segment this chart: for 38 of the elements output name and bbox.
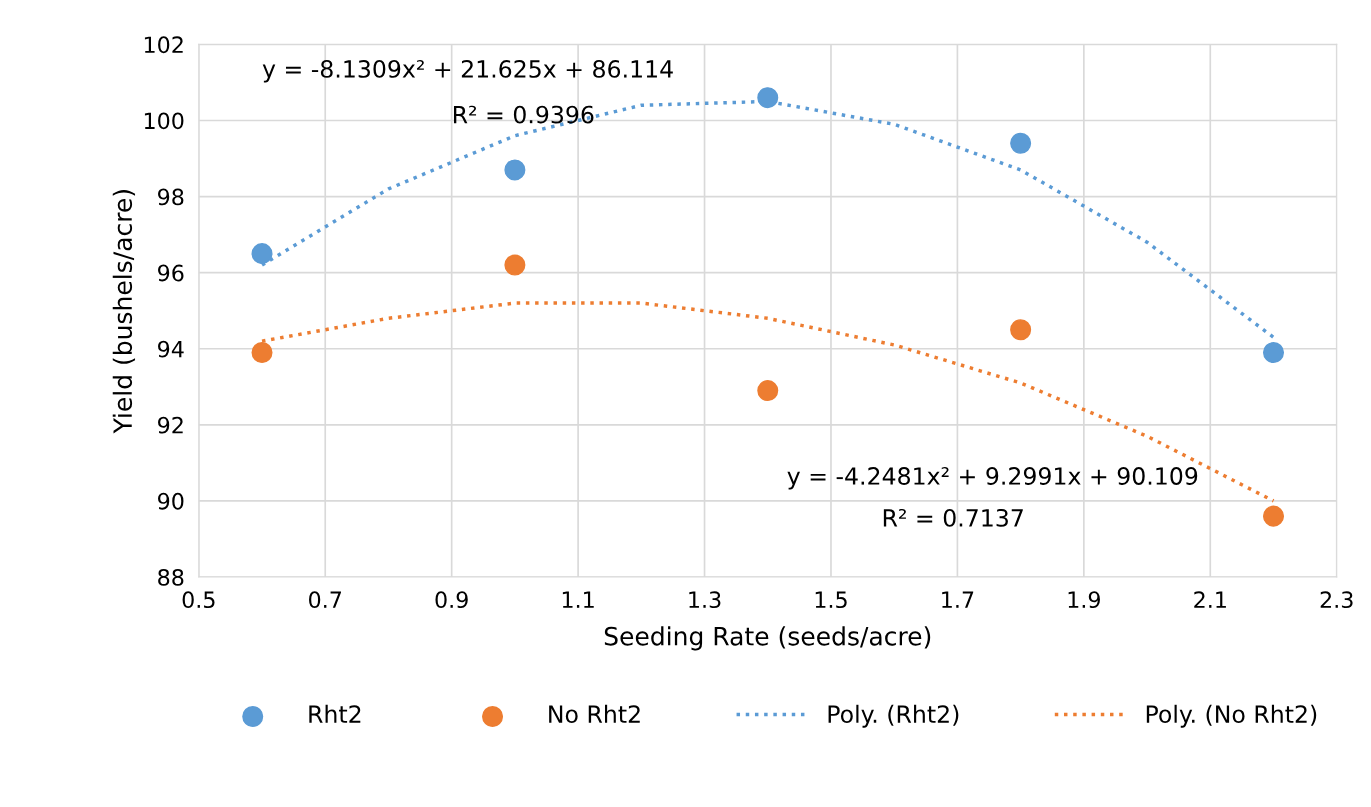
- x-tick-label: 1.3: [689, 591, 721, 609]
- annotation: y = -8.1309x² + 21.625x + 86.114: [262, 60, 673, 83]
- x-tick-label: 0.9: [435, 591, 468, 609]
- y-tick-label: 98: [158, 188, 184, 206]
- y-tick-label: 100: [144, 112, 184, 130]
- point: [251, 342, 273, 364]
- x-tick-label: 2.1: [1194, 591, 1226, 608]
- legend-label: Poly. (Rht2): [828, 704, 959, 728]
- y-tick-label: 102: [144, 36, 183, 54]
- y-tick-label: 88: [158, 568, 184, 586]
- x-tick-label: 1.7: [942, 591, 974, 608]
- point: [1262, 505, 1285, 527]
- annotation: R² = 0.9396: [453, 105, 594, 124]
- point: [757, 380, 779, 402]
- y-tick-label: 94: [158, 340, 184, 358]
- y-tick-label: 92: [158, 416, 183, 434]
- y-tick-label: 90: [158, 492, 184, 510]
- x-tick-label: 2.3: [1320, 591, 1353, 609]
- x-axis-title: Seeding Rate (seeds/acre): [604, 626, 931, 651]
- point: [504, 254, 526, 276]
- point: [1262, 342, 1285, 364]
- point: [1010, 319, 1032, 341]
- legend-label: Poly. (No Rht2): [1146, 704, 1317, 728]
- x-tick-label: 1.5: [815, 591, 847, 609]
- legend-label: Rht2: [309, 704, 361, 723]
- point: [1010, 132, 1032, 154]
- annotation: y = -4.2481x² + 9.2991x + 90.109: [787, 467, 1198, 490]
- legend-label: No Rht2: [549, 704, 640, 724]
- point: [504, 159, 526, 181]
- annotation: R² = 0.7137: [883, 508, 1023, 527]
- point: [251, 243, 273, 265]
- y-axis-title: Yield (bushels/acre): [112, 190, 136, 434]
- x-tick-label: 1.9: [1068, 591, 1100, 609]
- x-tick-label: 0.5: [182, 591, 215, 609]
- y-tick-label: 96: [158, 264, 184, 282]
- x-tick-label: 0.7: [309, 591, 341, 609]
- point: [757, 87, 779, 109]
- x-tick-label: 1.1: [562, 591, 594, 608]
